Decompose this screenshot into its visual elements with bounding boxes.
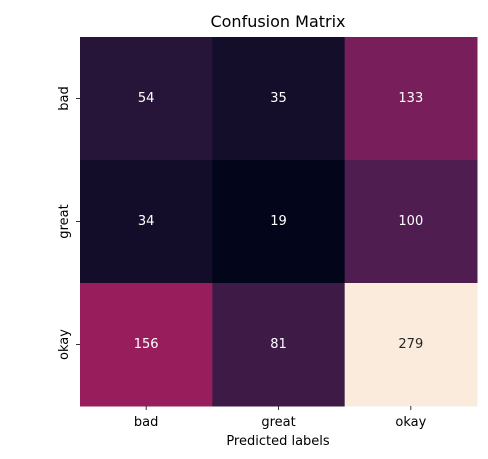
- y-tick-label: okay: [57, 329, 72, 360]
- heatmap-cell-label: 279: [398, 337, 423, 352]
- heatmap-cell: [344, 160, 478, 284]
- heatmap-cells: [80, 37, 478, 407]
- heatmap-cell: [80, 37, 213, 161]
- heatmap-cell: [212, 160, 346, 284]
- heatmap-cell-label: 156: [134, 337, 159, 352]
- heatmap-cell: [212, 37, 346, 161]
- y-tick-label: great: [57, 204, 72, 238]
- x-tick-label: okay: [395, 415, 426, 430]
- heatmap-cell-label: 133: [398, 91, 423, 106]
- heatmap-cell-label: 35: [270, 91, 287, 106]
- heatmap-cell: [344, 37, 478, 161]
- heatmap-cell-label: 19: [270, 214, 287, 229]
- y-axis-ticks: bad great okay: [57, 86, 80, 360]
- heatmap-cell: [344, 283, 478, 407]
- heatmap-cell-label: 81: [270, 337, 287, 352]
- heatmap-cell-label: 34: [138, 214, 155, 229]
- heatmap-cell: [80, 283, 213, 407]
- heatmap-cell-labels: 54 35 133 34 19 100 156 81 279: [134, 91, 423, 352]
- x-tick-label: bad: [134, 415, 158, 430]
- heatmap-cell-label: 100: [398, 214, 423, 229]
- heatmap-cell: [212, 283, 346, 407]
- x-axis-label: Predicted labels: [226, 434, 330, 449]
- y-tick-label: bad: [57, 86, 72, 110]
- chart-title: Confusion Matrix: [210, 12, 345, 31]
- heatmap-cell-label: 54: [138, 91, 155, 106]
- x-tick-label: great: [261, 415, 295, 430]
- heatmap-cell: [80, 160, 213, 284]
- x-axis-ticks: bad great okay: [134, 406, 427, 430]
